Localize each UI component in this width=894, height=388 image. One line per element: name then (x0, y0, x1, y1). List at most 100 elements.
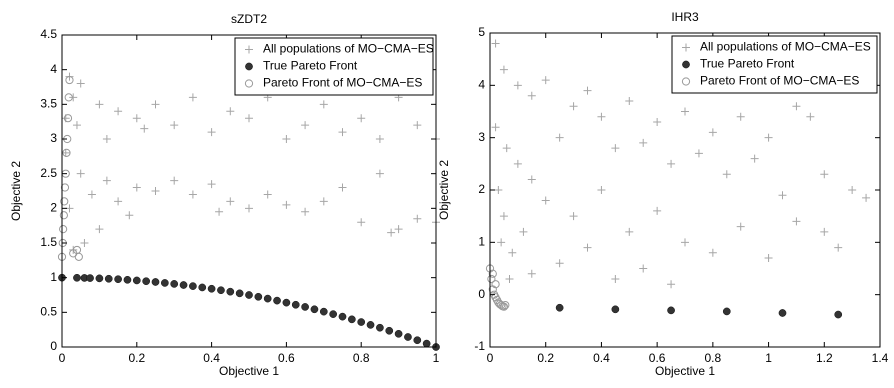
plus-point (245, 114, 253, 123)
circle-point (499, 302, 509, 311)
plus-point (95, 225, 104, 234)
y-tick-label: 4.5 (40, 27, 57, 41)
plus-point (541, 196, 550, 205)
x-tick-label: 0.4 (593, 351, 610, 365)
x-tick-label: 1 (433, 351, 440, 365)
plus-point (491, 123, 500, 132)
circle-point (495, 299, 504, 309)
plus-point (497, 238, 506, 247)
legend-marker (244, 79, 254, 88)
circle-point (59, 211, 68, 220)
plus-point (207, 180, 216, 189)
plus-point (597, 186, 606, 194)
dot-point (114, 275, 122, 284)
plus-point (583, 86, 592, 95)
circle-point (63, 114, 73, 123)
plus-point (132, 114, 141, 123)
circle-point (60, 183, 70, 192)
plus-point (170, 121, 179, 130)
plus-point (653, 117, 662, 126)
dot-point (667, 306, 675, 315)
dot-point (189, 282, 197, 290)
legend-marker (682, 60, 690, 69)
chart-title: IHR3 (671, 10, 699, 24)
plus-point (80, 239, 89, 247)
plus-point (491, 39, 500, 48)
plus-point (413, 214, 422, 223)
plus-point (357, 114, 366, 123)
plus-point (375, 135, 384, 143)
dot-point (376, 323, 384, 332)
plus-point (140, 124, 149, 133)
x-tick-label: 1 (765, 351, 772, 365)
dot-point (404, 333, 412, 341)
plus-point (245, 204, 253, 213)
dot-point (217, 286, 225, 295)
plus-point (639, 138, 648, 147)
dot-point (123, 275, 132, 284)
circle-point (65, 75, 74, 85)
plus-point (188, 93, 197, 102)
dot-point (86, 274, 94, 282)
x-axis-label: Objective 1 (655, 364, 715, 378)
plus-point (611, 144, 620, 153)
plus-point (188, 190, 197, 199)
dot-point (254, 292, 263, 301)
dot-point (611, 305, 620, 314)
circle-point (488, 285, 497, 294)
dot-point (235, 289, 244, 298)
plus-point (527, 91, 536, 100)
dot-point (319, 307, 328, 316)
axes-frame (61, 34, 437, 348)
plus-point (611, 274, 620, 283)
legend-marker (245, 62, 253, 71)
plus-point (394, 225, 403, 234)
y-tick-label: 3 (478, 130, 485, 144)
dot-point (151, 278, 160, 286)
plus-point (583, 243, 592, 252)
dot-point (95, 274, 104, 283)
x-axis-label: Objective 1 (219, 364, 279, 378)
circle-point (501, 301, 510, 310)
y-tick-label: 2 (50, 201, 57, 215)
x-tick-label: 1.2 (816, 351, 833, 365)
circle-point (491, 280, 500, 289)
dot-point (142, 277, 150, 286)
dot-point (722, 307, 731, 316)
y-tick-label: 4 (478, 78, 485, 92)
plus-point (625, 97, 634, 106)
plus-point (519, 227, 528, 236)
plus-point (226, 197, 235, 206)
y-tick-label: 3.5 (40, 97, 57, 111)
dot-point (226, 287, 235, 296)
plus-point (792, 217, 801, 226)
y-tick-label: 1 (478, 235, 485, 249)
plus-point (338, 128, 347, 137)
x-tick-label: 0.8 (353, 351, 370, 365)
x-tick-label: 0.2 (128, 351, 145, 365)
plus-point (681, 238, 689, 247)
plus-point (263, 190, 272, 199)
plus-point (338, 183, 347, 192)
dot-point (179, 281, 188, 289)
y-tick-label: 5 (478, 25, 485, 39)
plus-point (667, 280, 676, 289)
plus-point (114, 197, 123, 206)
plus-point (555, 133, 564, 142)
legend-marker (682, 43, 690, 52)
legend-box (234, 37, 434, 96)
legend-label: All populations of MO−CMA−ES (700, 40, 871, 54)
plus-point (301, 121, 310, 130)
plus-point (527, 269, 536, 278)
y-tick-label: 0 (50, 339, 57, 353)
plus-point (151, 187, 160, 195)
dot-point (132, 276, 141, 285)
x-tick-label: 0.2 (537, 351, 554, 365)
circle-point (487, 274, 496, 284)
plus-point (527, 175, 536, 184)
plus-point (681, 107, 689, 116)
circle-point (62, 148, 71, 157)
dot-point (273, 296, 281, 305)
dot-point (338, 312, 347, 321)
